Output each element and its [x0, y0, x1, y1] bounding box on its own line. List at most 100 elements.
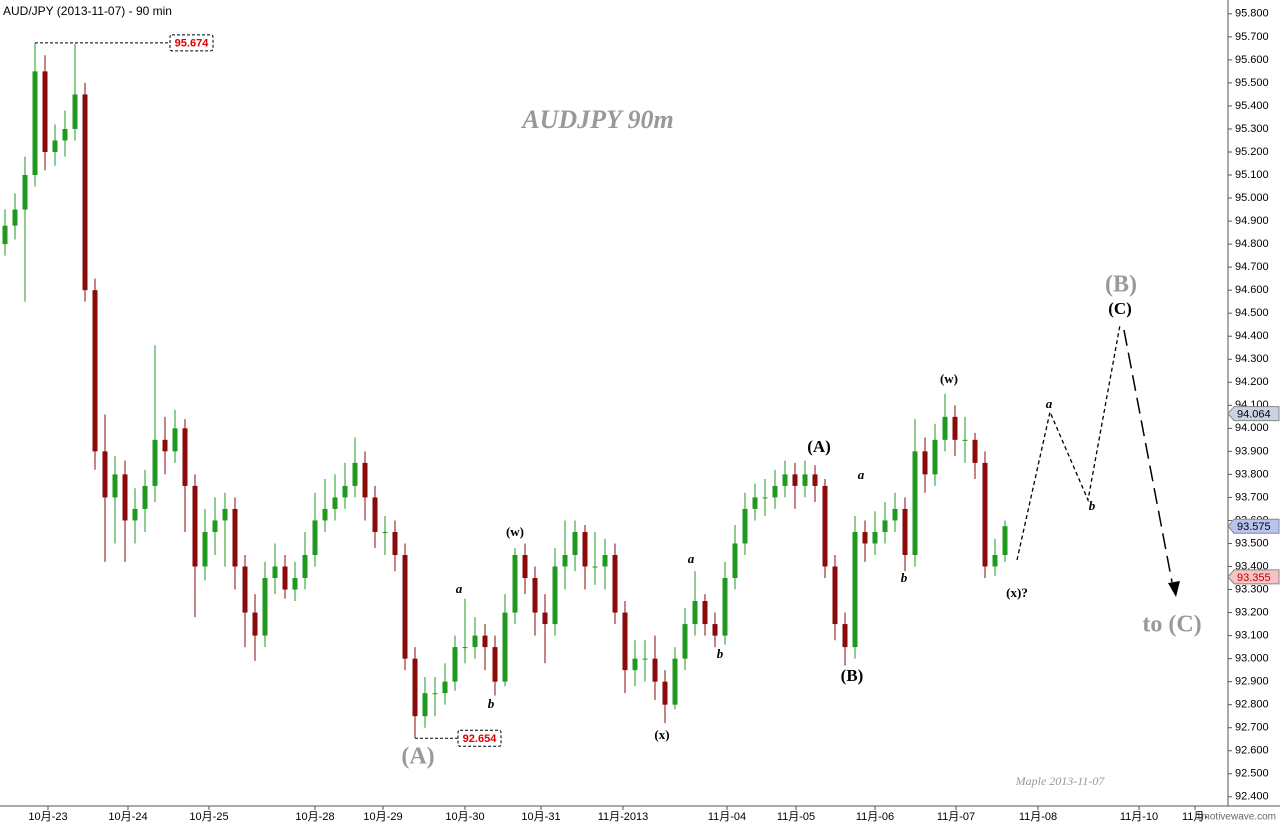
- candle-body: [352, 462, 358, 486]
- candle-body: [72, 94, 78, 129]
- candle-body: [582, 531, 588, 567]
- candle-body: [812, 474, 818, 486]
- candle-body: [222, 508, 228, 521]
- y-tick-label: 95.600: [1235, 54, 1269, 66]
- x-tick-label: 11月-08: [1019, 811, 1057, 823]
- candle-body: [142, 485, 148, 509]
- candle-body: [22, 175, 28, 210]
- x-tick-label: 11月-05: [777, 811, 815, 823]
- candle-body: [882, 520, 888, 532]
- arrow-head: [1168, 581, 1180, 597]
- annotation: b: [901, 570, 908, 585]
- candle-body: [112, 474, 118, 498]
- x-tick-label: 10月-24: [108, 811, 147, 823]
- candle-body: [2, 225, 8, 245]
- y-tick-label: 93.700: [1235, 491, 1269, 503]
- y-tick-label: 94.200: [1235, 376, 1269, 388]
- candle-body: [272, 566, 278, 579]
- annotation: a: [1046, 396, 1053, 411]
- candle-body: [442, 681, 448, 694]
- candle-body: [542, 612, 548, 625]
- candle-body: [192, 485, 198, 567]
- annotation: (B): [1105, 272, 1137, 298]
- axis-badge: [1227, 406, 1280, 422]
- candle-body: [82, 94, 88, 291]
- x-tick-label: 10月-23: [28, 811, 67, 823]
- candle-body: [922, 451, 928, 475]
- price-label: 95.674: [175, 38, 210, 50]
- candle-body: [982, 462, 988, 567]
- candle-body: [592, 566, 598, 568]
- candle-body: [252, 612, 258, 636]
- candle-body: [962, 439, 968, 441]
- candle-body: [42, 71, 48, 152]
- y-tick-label: 92.500: [1235, 768, 1269, 780]
- annotation: (x): [654, 727, 669, 742]
- candle-body: [522, 554, 528, 579]
- annotation: (w): [506, 524, 524, 539]
- x-tick-label: 10月-25: [189, 811, 228, 823]
- candle-body: [932, 439, 938, 475]
- annotation: AUDJPY 90m: [520, 105, 673, 134]
- projection-path: [1016, 324, 1121, 561]
- y-tick-label: 93.200: [1235, 606, 1269, 618]
- annotation: (x)?: [1006, 585, 1028, 600]
- annotation: (A): [401, 744, 434, 770]
- projection-arrow: [1123, 329, 1173, 583]
- candle-body: [642, 658, 648, 660]
- y-tick-label: 95.300: [1235, 123, 1269, 135]
- y-tick-label: 95.800: [1235, 8, 1269, 20]
- candle-body: [172, 428, 178, 452]
- candle-body: [232, 508, 238, 567]
- y-tick-label: 92.600: [1235, 745, 1269, 757]
- y-tick-label: 94.700: [1235, 261, 1269, 273]
- annotation: a: [858, 467, 865, 482]
- annotation: (w): [940, 371, 958, 386]
- candle-body: [312, 520, 318, 555]
- y-tick-label: 93.900: [1235, 445, 1269, 457]
- x-tick-label: 10月-31: [521, 811, 560, 823]
- candle-body: [62, 128, 68, 141]
- candle-body: [282, 566, 288, 590]
- y-tick-label: 93.500: [1235, 537, 1269, 549]
- candle-body: [822, 485, 828, 567]
- candle-body: [482, 635, 488, 648]
- annotation: Maple 2013-11-07: [1015, 774, 1106, 788]
- candle-body: [212, 520, 218, 532]
- candle-body: [92, 290, 98, 452]
- candle-body: [692, 601, 698, 625]
- annotation: b: [488, 696, 495, 711]
- candle-body: [532, 578, 538, 613]
- y-tick-label: 94.800: [1235, 238, 1269, 250]
- candle-body: [622, 612, 628, 671]
- y-tick-label: 95.700: [1235, 31, 1269, 43]
- candle-body: [292, 578, 298, 590]
- candle-body: [342, 485, 348, 498]
- candle-body: [672, 658, 678, 705]
- y-tick-label: 95.500: [1235, 77, 1269, 89]
- candle-body: [262, 578, 268, 636]
- candle-body: [392, 531, 398, 555]
- candle-body: [762, 497, 768, 499]
- candle-body: [872, 531, 878, 544]
- candle-body: [742, 508, 748, 544]
- candle-body: [972, 439, 978, 463]
- annotation: b: [717, 646, 724, 661]
- annotation: (A): [807, 437, 831, 456]
- candle-body: [122, 474, 128, 521]
- price-box: [457, 729, 502, 747]
- candle-body: [202, 531, 208, 567]
- candle-body: [182, 428, 188, 486]
- candle-body: [492, 647, 498, 682]
- x-tick-label: 11月-06: [856, 811, 894, 823]
- axis-badge: [1227, 569, 1280, 585]
- axis-badge-label: 93.355: [1237, 572, 1271, 584]
- annotation: a: [688, 551, 695, 566]
- candle-body: [682, 624, 688, 659]
- candle-body: [902, 508, 908, 555]
- candle-body: [652, 658, 658, 682]
- candle-body: [502, 612, 508, 682]
- candle-body: [472, 635, 478, 648]
- y-tick-label: 93.000: [1235, 653, 1269, 665]
